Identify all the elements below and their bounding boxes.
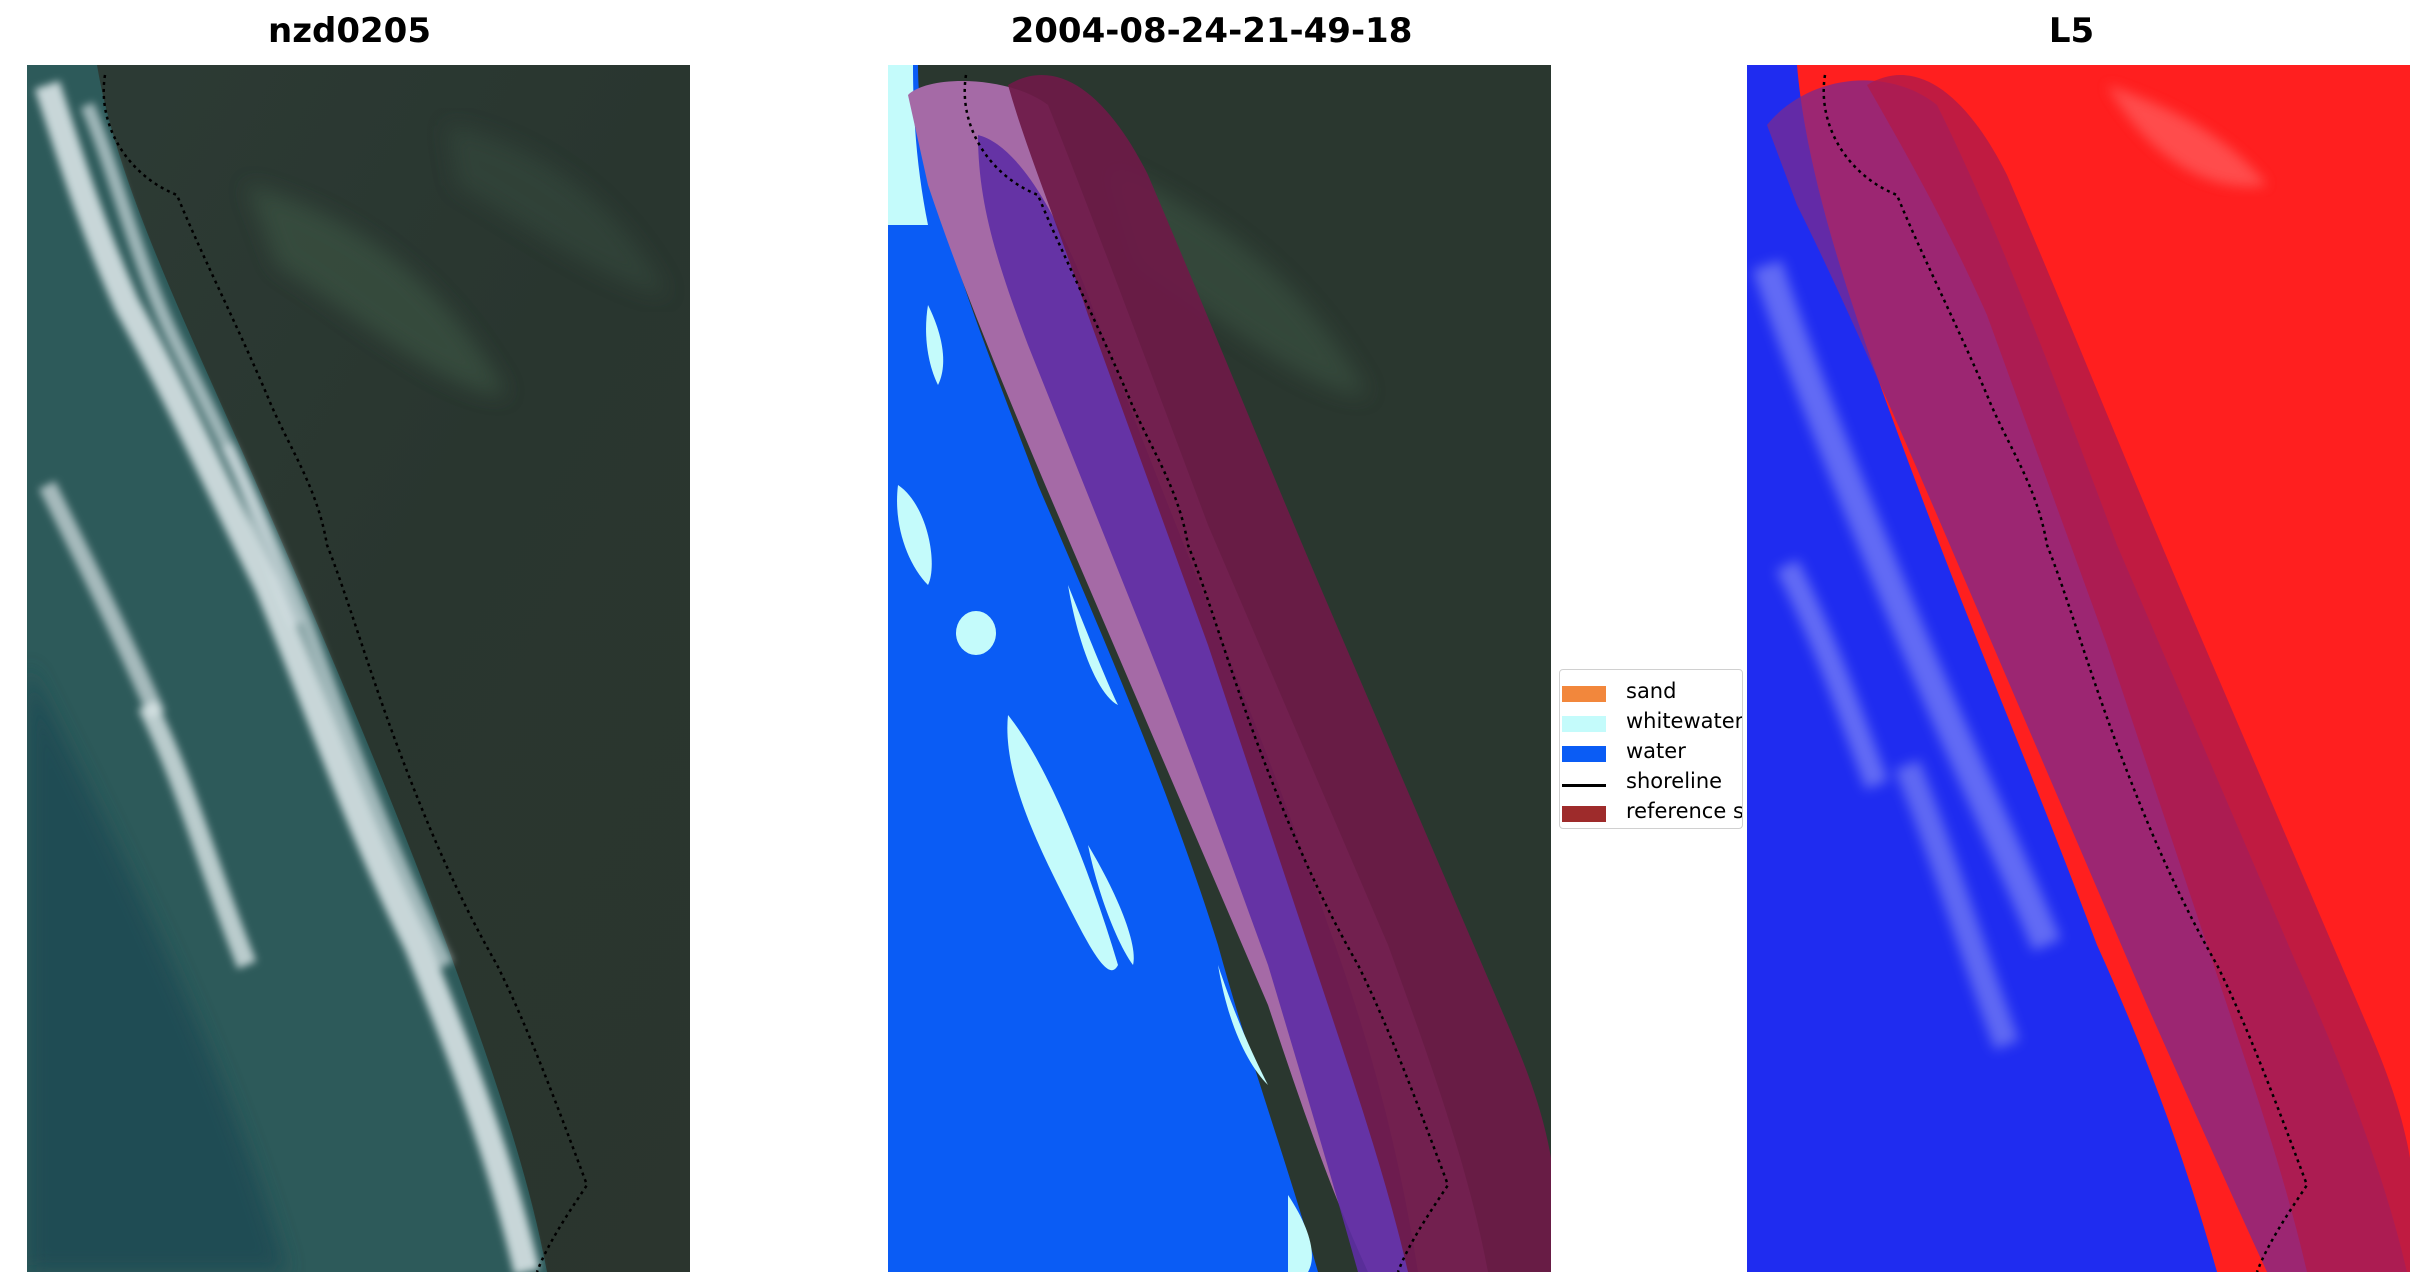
legend-swatch-whitewater (1562, 716, 1606, 732)
panel-title-classification: 2004-08-24-21-49-18 (1010, 11, 1413, 51)
legend-swatch-sand (1562, 686, 1606, 702)
classified-image (888, 65, 1551, 1272)
legend-item-shoreline: shoreline (1560, 764, 1742, 794)
rgb-image-panel (27, 65, 690, 1272)
vegetation-patch (447, 125, 667, 295)
panel-title-rgb: nzd0205 (268, 11, 431, 51)
legend-label: whitewater (1626, 709, 1743, 733)
legend: sand whitewater water shoreline referenc… (1559, 669, 1743, 829)
legend-item-whitewater: whitewater (1560, 704, 1743, 734)
index-surf-highlight (1752, 260, 2061, 1050)
reference-buffer-land (1867, 75, 2410, 1272)
deep-water (27, 665, 287, 1272)
water-class (888, 65, 1318, 1272)
legend-label: reference s (1626, 799, 1743, 823)
rgb-image (27, 65, 690, 1272)
classified-image-panel (888, 65, 1551, 1272)
vegetation-patch (247, 185, 507, 395)
legend-line-shoreline (1562, 784, 1606, 787)
legend-item-water: water (1560, 734, 1742, 764)
legend-item-reference: reference s (1560, 794, 1743, 824)
surf-zone (34, 80, 540, 1272)
legend-swatch-water (1562, 746, 1606, 762)
legend-swatch-reference (1562, 806, 1606, 822)
whitewater-class (888, 65, 1312, 1272)
sand-dark-overlay (978, 135, 1418, 1272)
vegetation-patch (1108, 165, 1368, 395)
legend-label: shoreline (1626, 769, 1723, 793)
index-highlight (2107, 85, 2267, 187)
negative-index-area (1747, 65, 2217, 1272)
reference-buffer (1008, 75, 1551, 1272)
index-image-panel (1747, 65, 2410, 1272)
legend-item-sand: sand (1560, 674, 1742, 704)
panel-title-index: L5 (2048, 11, 2095, 51)
index-image (1747, 65, 2410, 1272)
legend-label: water (1626, 739, 1686, 763)
legend-label: sand (1626, 679, 1677, 703)
